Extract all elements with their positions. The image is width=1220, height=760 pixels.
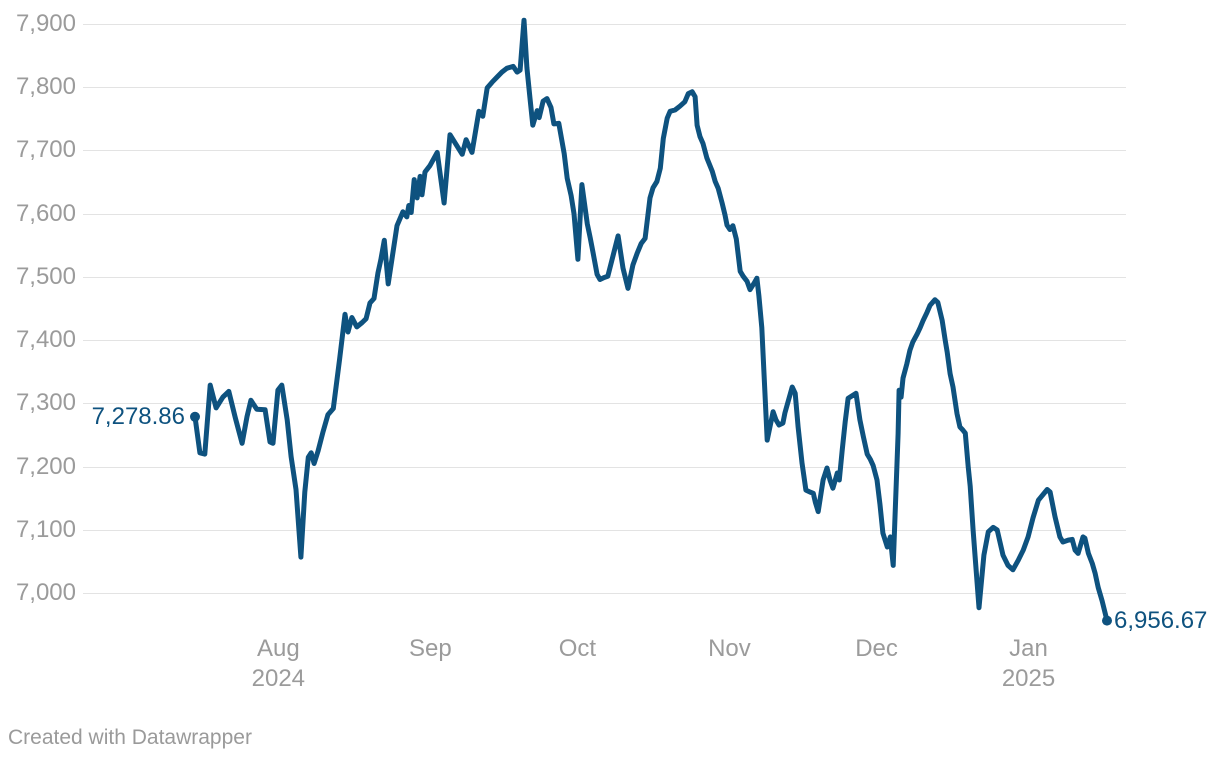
y-tick-label-7000: 7,000 — [15, 579, 76, 607]
x-tick-label-jan: Jan — [1009, 635, 1048, 662]
x-tick-label-sep: Sep — [408, 635, 452, 662]
x-tick-label-aug: Aug — [256, 635, 300, 662]
price-line — [192, 17, 1110, 624]
y-tick-label-7200: 7,200 — [15, 452, 76, 480]
x-tick-year-2024: 2024 — [251, 665, 306, 692]
line-end-dot — [1102, 615, 1112, 626]
y-tick-label-7500: 7,500 — [15, 262, 76, 290]
start-value-label: 7,278.86 — [91, 402, 185, 430]
datawrapper-credit: Created with Datawrapper — [8, 726, 252, 749]
x-tick-label-oct: Oct — [558, 635, 597, 662]
x-tick-year-2025: 2025 — [1001, 665, 1056, 692]
y-tick-label-7800: 7,800 — [15, 73, 76, 101]
x-tick-label-dec: Dec — [855, 635, 898, 662]
y-tick-label-7100: 7,100 — [15, 515, 76, 543]
y-tick-label-7700: 7,700 — [15, 136, 76, 164]
end-value-label: 6,956.67 — [1113, 606, 1208, 634]
line-start-dot — [190, 411, 200, 422]
y-tick-label-7900: 7,900 — [15, 10, 76, 37]
y-tick-label-7300: 7,300 — [15, 389, 76, 417]
x-tick-label-nov: Nov — [708, 635, 751, 662]
y-tick-label-7400: 7,400 — [15, 326, 76, 354]
y-tick-label-7600: 7,600 — [15, 199, 76, 227]
